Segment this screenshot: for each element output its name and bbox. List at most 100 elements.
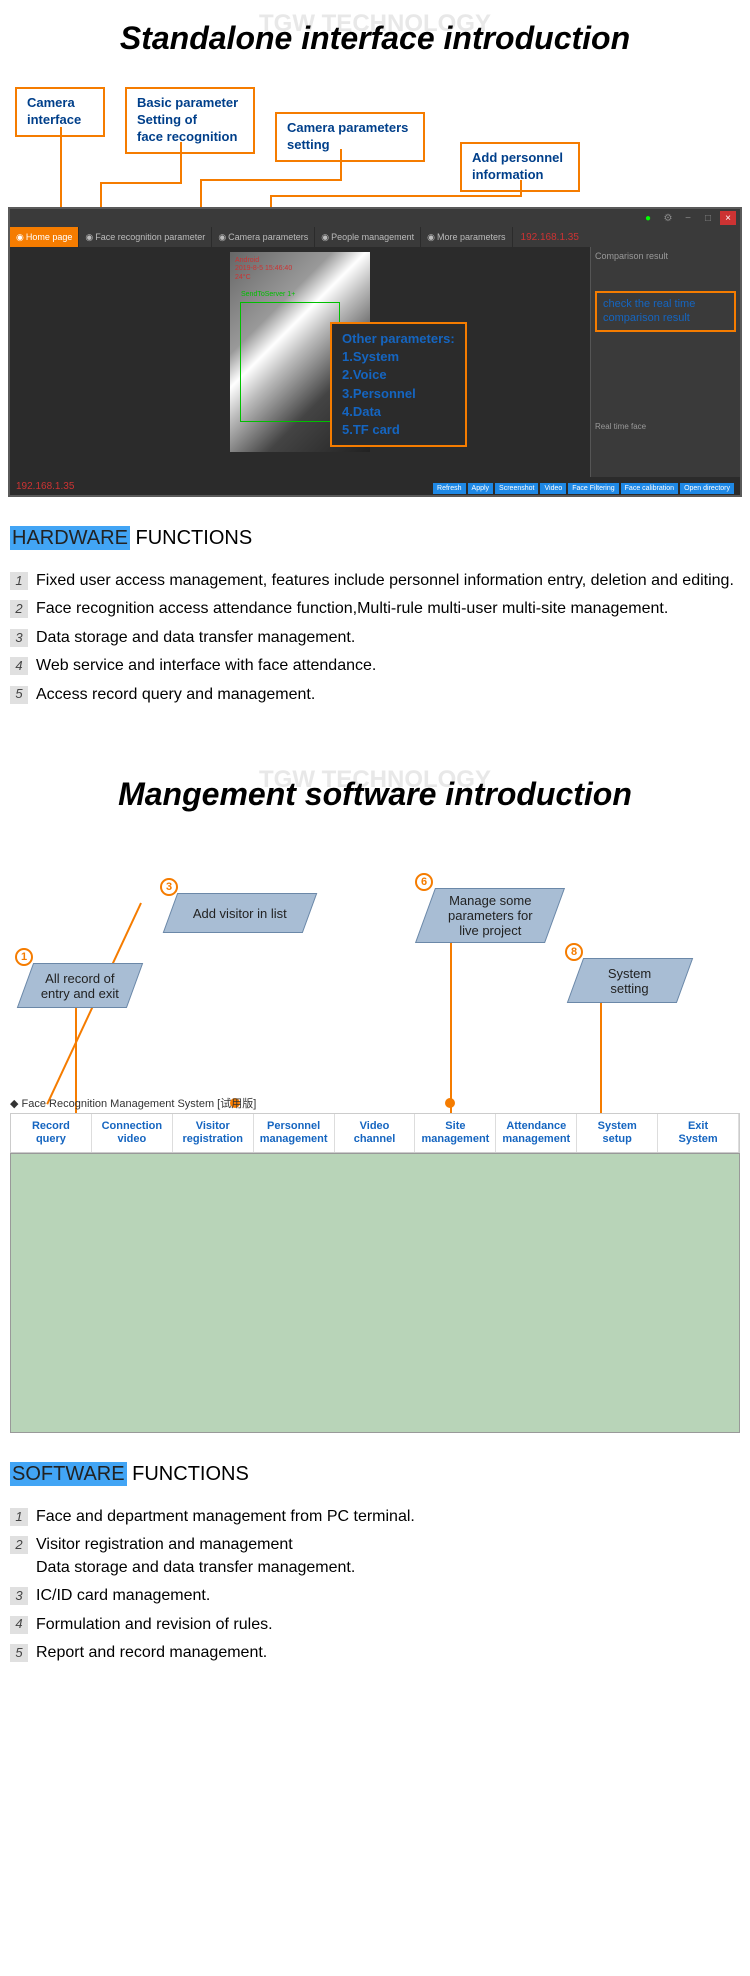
sw-rest: FUNCTIONS: [127, 1463, 249, 1485]
func-text: Visitor registration and managementData …: [36, 1534, 355, 1579]
other-params-title: Other parameters:: [342, 330, 455, 348]
other-param-item: 5.TF card: [342, 421, 455, 439]
other-param-item: 2.Voice: [342, 366, 455, 384]
func-item: 2 Face recognition access attendance func…: [10, 598, 740, 620]
action-button[interactable]: Video: [540, 483, 566, 494]
func-number: 4: [10, 657, 28, 675]
func-item: 4 Web service and interface with face att…: [10, 655, 740, 677]
other-param-item: 1.System: [342, 348, 455, 366]
bottom-bar: 192.168.1.35 RefreshApplyScreenshotVideo…: [10, 477, 740, 495]
toolbar-tab[interactable]: ◉ Face recognition parameter: [79, 227, 212, 247]
line: [520, 180, 522, 195]
close-button[interactable]: ×: [720, 211, 736, 225]
ip-address: 192.168.1.35: [521, 232, 579, 243]
line: [270, 195, 522, 197]
action-button[interactable]: Screenshot: [495, 483, 538, 494]
action-button[interactable]: Open directory: [680, 483, 734, 494]
action-button[interactable]: Refresh: [433, 483, 466, 494]
other-params-callout: Other parameters: 1.System2.Voice3.Perso…: [330, 322, 467, 447]
func-item: 5Report and record management.: [10, 1642, 740, 1664]
gear-icon[interactable]: ⚙: [660, 211, 676, 225]
section1-title: Standalone interface introduction: [0, 0, 750, 87]
mgmt-section: TGW TECHNOLOGY Mangement software introd…: [0, 746, 750, 1433]
func-number: 1: [10, 1508, 28, 1526]
mgmt-tab[interactable]: Visitorregistration: [173, 1114, 254, 1152]
diagram-node: All record ofentry and exit: [17, 963, 143, 1008]
mgmt-canvas: [10, 1153, 740, 1433]
func-text: Access record query and management.: [36, 684, 315, 706]
func-number: 3: [10, 1587, 28, 1605]
toolbar-tab[interactable]: ◉ People management: [315, 227, 421, 247]
line: [180, 142, 182, 182]
func-number: 4: [10, 1616, 28, 1634]
func-text: Web service and interface with face atte…: [36, 655, 376, 677]
hw-func-header: HARDWARE FUNCTIONS: [10, 527, 740, 550]
other-param-item: 3.Personnel: [342, 385, 455, 403]
node-number: 8: [565, 943, 583, 961]
video-area: Android2019-8-5 15:46:4024°C SendToServe…: [10, 247, 590, 477]
mgmt-tab[interactable]: Connectionvideo: [92, 1114, 173, 1152]
main-area: Android2019-8-5 15:46:4024°C SendToServe…: [10, 247, 740, 477]
mgmt-tabs: RecordqueryConnectionvideoVisitorregistr…: [10, 1113, 740, 1153]
mgmt-bar: ◆ Face Recognition Management System [试用…: [10, 1093, 740, 1433]
func-text: Data storage and data transfer managemen…: [36, 627, 355, 649]
hw-func-list: 1 Fixed user access management, features …: [10, 570, 740, 706]
toolbar-tab[interactable]: ◉ Home page: [10, 227, 79, 247]
func-text: Formulation and revision of rules.: [36, 1614, 273, 1636]
func-text: Fixed user access management, features i…: [36, 570, 734, 592]
maximize-button[interactable]: □: [700, 211, 716, 225]
sw-func-list: 1 Face and department management from PC …: [10, 1506, 740, 1664]
side-callout: check the real timecomparison result: [595, 291, 736, 332]
func-item: 3 IC/ID card management.: [10, 1585, 740, 1607]
func-number: 1: [10, 572, 28, 590]
func-text: Face and department management from PC t…: [36, 1506, 415, 1528]
section2-title: Mangement software introduction: [0, 746, 750, 853]
minimize-button[interactable]: −: [680, 211, 696, 225]
face-detection-box: SendToServer 1+: [240, 302, 340, 422]
mgmt-tab[interactable]: Videochannel: [335, 1114, 416, 1152]
func-item: 3 Data storage and data transfer manageme…: [10, 627, 740, 649]
line: [100, 182, 182, 184]
status-icon: ●: [640, 211, 656, 225]
action-button[interactable]: Apply: [468, 483, 494, 494]
video-overlay-label: Android2019-8-5 15:46:4024°C: [235, 257, 292, 282]
line: [200, 179, 342, 181]
func-text: Face recognition access attendance funct…: [36, 598, 668, 620]
side-header: Comparison result: [595, 251, 736, 261]
action-button[interactable]: Face Filtering: [568, 483, 618, 494]
mgmt-tab[interactable]: Recordquery: [11, 1114, 92, 1152]
mgmt-tab[interactable]: Systemsetup: [577, 1114, 658, 1152]
diagram-area: 1All record ofentry and exit2Dynamicinte…: [10, 853, 740, 1433]
mgmt-app-title: ◆ Face Recognition Management System [试用…: [10, 1093, 740, 1113]
func-text: IC/ID card management.: [36, 1585, 210, 1607]
func-number: 2: [10, 600, 28, 618]
func-item: 4 Formulation and revision of rules.: [10, 1614, 740, 1636]
app-window: ● ⚙ − □ × ◉ Home page◉ Face recognition …: [8, 207, 742, 497]
func-item: 1 Fixed user access management, features …: [10, 570, 740, 592]
diagram-node: Manage someparameters forlive project: [415, 888, 565, 943]
mgmt-tab[interactable]: Attendancemanagement: [496, 1114, 577, 1152]
mgmt-tab[interactable]: Sitemanagement: [415, 1114, 496, 1152]
mgmt-tab[interactable]: ExitSystem: [658, 1114, 739, 1152]
sw-func-header: SOFTWARE FUNCTIONS: [10, 1463, 740, 1486]
callouts-area: CamerainterfaceBasic parameterSetting of…: [0, 87, 750, 207]
diagram-node: Add visitor in list: [163, 893, 318, 933]
standalone-section: TGW TECHNOLOGY Standalone interface intr…: [0, 0, 750, 497]
func-number: 3: [10, 629, 28, 647]
toolbar-tab[interactable]: ◉ Camera parameters: [212, 227, 315, 247]
mgmt-tab[interactable]: Personnelmanagement: [254, 1114, 335, 1152]
func-item: 2 Visitor registration and managementData…: [10, 1534, 740, 1579]
action-button[interactable]: Face calibration: [621, 483, 678, 494]
func-number: 2: [10, 1536, 28, 1554]
toolbar-tab[interactable]: ◉ More parameters: [421, 227, 512, 247]
func-item: 5Access record query and management.: [10, 684, 740, 706]
node-number: 3: [160, 878, 178, 896]
node-number: 6: [415, 873, 433, 891]
face-label: SendToServer 1+: [241, 291, 295, 298]
diagram-node: Systemsetting: [567, 958, 693, 1003]
sw-hl: SOFTWARE: [10, 1462, 127, 1486]
other-param-item: 4.Data: [342, 403, 455, 421]
side-panel: Comparison result check the real timecom…: [590, 247, 740, 477]
func-item: 1 Face and department management from PC …: [10, 1506, 740, 1528]
hw-rest: FUNCTIONS: [130, 527, 252, 549]
